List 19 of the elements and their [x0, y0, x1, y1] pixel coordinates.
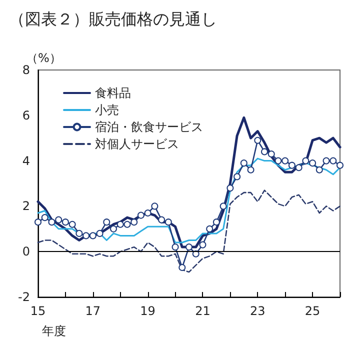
x-tick-label: 17: [85, 304, 101, 318]
y-tick-label: 0: [22, 244, 30, 259]
y-tick-label: 4: [22, 154, 30, 168]
legend-label: 食料品: [95, 86, 131, 100]
y-tick-label: 6: [22, 108, 30, 122]
x-tick-label: 19: [140, 304, 156, 318]
y-axis-title: （%）: [26, 51, 62, 66]
y-tick-label: 8: [22, 63, 30, 77]
y-tick-label: -2: [18, 290, 30, 304]
x-tick-label: 23: [250, 304, 266, 318]
legend-label: 小売: [95, 103, 119, 117]
x-tick-label: 15: [30, 304, 46, 318]
y-tick-label: 2: [22, 199, 30, 214]
legend-label: 宿泊・飲食サービス: [95, 120, 203, 134]
x-tick-label: 25: [304, 304, 320, 318]
legend-label: 対個人サービス: [95, 137, 179, 151]
chart-title: （図表２）販売価格の見通し: [9, 10, 217, 28]
x-axis-title: 年度: [42, 324, 66, 338]
x-tick-label: 21: [195, 304, 210, 318]
